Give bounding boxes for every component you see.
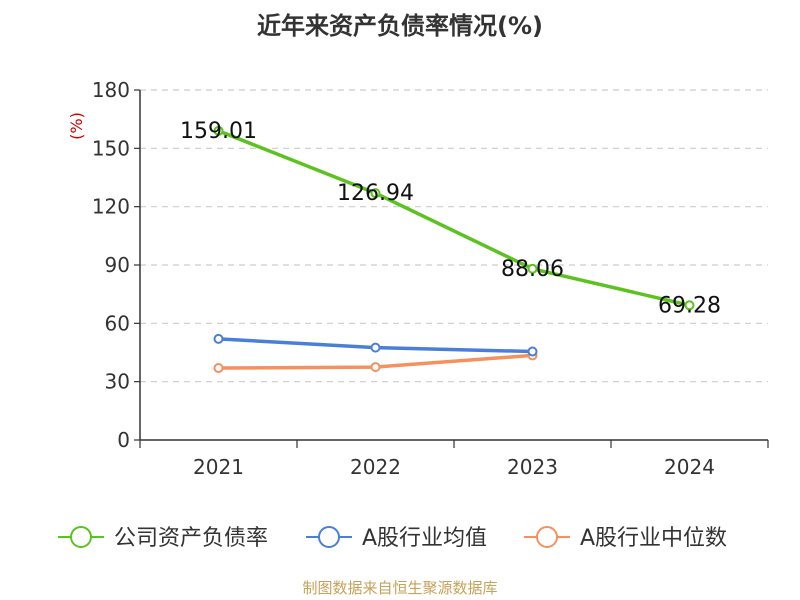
data-point [684, 300, 695, 311]
data-point [213, 333, 224, 344]
data-point [370, 188, 381, 199]
y-tick-label: 60 [105, 311, 130, 335]
legend-label: A股行业中位数 [580, 526, 727, 551]
series-group [213, 125, 695, 374]
y-tick-label: 150 [92, 136, 130, 160]
data-point [213, 363, 224, 374]
data-label: 159.01 [180, 119, 257, 144]
data-point [527, 263, 538, 274]
data-label: 126.94 [337, 181, 414, 206]
x-tick-label: 2024 [664, 455, 715, 479]
x-tick-label: 2022 [350, 455, 401, 479]
legend-marker [70, 526, 92, 548]
y-tick-label: 180 [92, 78, 130, 102]
chart-title: 近年来资产负债率情况(%) [257, 12, 543, 40]
y-tick-label: 90 [105, 253, 130, 277]
series-line [217, 129, 690, 307]
data-point [370, 362, 381, 373]
source-note: 制图数据来自恒生聚源数据库 [302, 579, 498, 597]
legend[interactable]: 公司资产负债率 A股行业均值 A股行业中位数 [58, 526, 727, 551]
data-point [370, 342, 381, 353]
x-tick-label: 2023 [507, 455, 558, 479]
legend-marker [318, 526, 340, 548]
legend-item[interactable]: 公司资产负债率 [58, 526, 268, 551]
legend-item[interactable]: A股行业均值 [306, 526, 487, 551]
legend-label: 公司资产负债率 [114, 526, 268, 551]
legend-marker [536, 526, 558, 548]
y-tick-label: 30 [105, 370, 130, 394]
y-tick-label: 0 [117, 428, 130, 452]
data-label: 69.28 [658, 293, 721, 318]
data-point [213, 125, 224, 136]
data-labels: 159.01 126.94 88.06 69.28 [180, 119, 721, 318]
y-axis-label: (%) [67, 112, 86, 140]
axes: 0 30 60 90 120 150 180 2021 2022 2023 2024 [92, 78, 769, 479]
y-tick-label: 120 [92, 195, 130, 219]
x-tick-label: 2021 [193, 455, 244, 479]
legend-item[interactable]: A股行业中位数 [524, 526, 727, 551]
data-label: 88.06 [501, 257, 564, 282]
legend-label: A股行业均值 [362, 526, 487, 551]
data-point [527, 346, 538, 357]
grid-lines [140, 89, 768, 383]
